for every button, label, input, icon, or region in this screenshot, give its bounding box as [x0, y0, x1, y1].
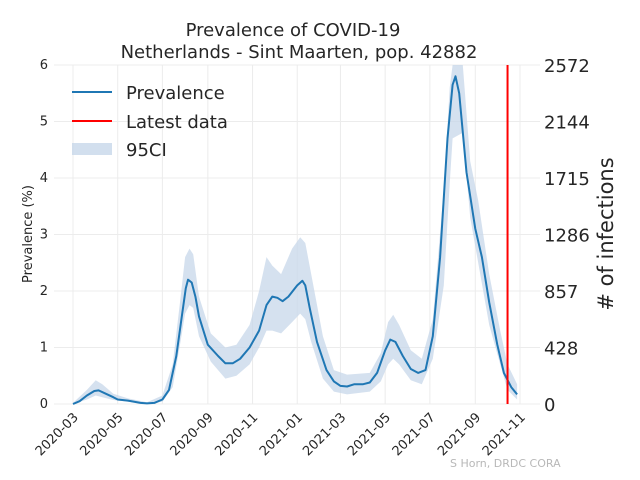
- x-tick-label: 2021-05: [345, 410, 394, 459]
- legend-latest-label: Latest data: [126, 112, 228, 133]
- y2-tick-label: 1715: [544, 169, 590, 190]
- y-axis-label: Prevalence (%): [21, 185, 36, 283]
- y2-tick-label: 1286: [544, 226, 590, 247]
- legend: Prevalence Latest data 95CI: [72, 83, 228, 161]
- prevalence-line: [72, 75, 518, 405]
- x-tick-label: 2020-03: [33, 410, 82, 459]
- y-tick-label: 5: [40, 115, 48, 130]
- chart-title-line2: Netherlands - Sint Maarten, pop. 42882: [121, 42, 478, 63]
- legend-prevalence-label: Prevalence: [126, 83, 225, 104]
- y-tick-label: 4: [40, 171, 48, 186]
- y2-tick-label: 857: [544, 282, 578, 303]
- x-tick-label: 2021-01: [257, 410, 306, 459]
- x-axis-ticks: 2020-032020-052020-072020-092020-112021-…: [33, 410, 529, 459]
- y-tick-label: 3: [40, 228, 48, 243]
- x-tick-label: 2020-11: [212, 410, 261, 459]
- y2-tick-label: 0: [544, 395, 555, 416]
- x-tick-label: 2021-09: [435, 410, 484, 459]
- x-tick-label: 2020-05: [78, 410, 127, 459]
- credit-text: S Horn, DRDC CORA: [450, 457, 561, 470]
- y-tick-label: 2: [40, 284, 48, 299]
- x-tick-label: 2021-11: [480, 410, 529, 459]
- ci-band-area: [73, 65, 518, 404]
- legend-ci-swatch: [72, 143, 112, 155]
- y2-tick-label: 2144: [544, 113, 590, 134]
- y2-tick-label: 428: [544, 339, 578, 360]
- x-tick-label: 2021-03: [300, 410, 349, 459]
- chart-title-line1: Prevalence of COVID-19: [186, 20, 401, 41]
- x-tick-label: 2020-07: [122, 410, 171, 459]
- y-axis-ticks: 0 1 2 3 4 5 6: [40, 58, 48, 412]
- y2-axis-label: # of infections: [594, 157, 618, 310]
- y-tick-label: 6: [40, 58, 48, 73]
- y2-axis-ticks: 0 428 857 1286 1715 2144 2572: [544, 56, 590, 416]
- x-tick-label: 2020-09: [168, 410, 217, 459]
- y-tick-label: 1: [40, 341, 48, 356]
- y-tick-label: 0: [40, 397, 48, 412]
- y2-tick-label: 2572: [544, 56, 590, 77]
- legend-ci-label: 95CI: [126, 140, 167, 161]
- x-tick-label: 2021-07: [390, 410, 439, 459]
